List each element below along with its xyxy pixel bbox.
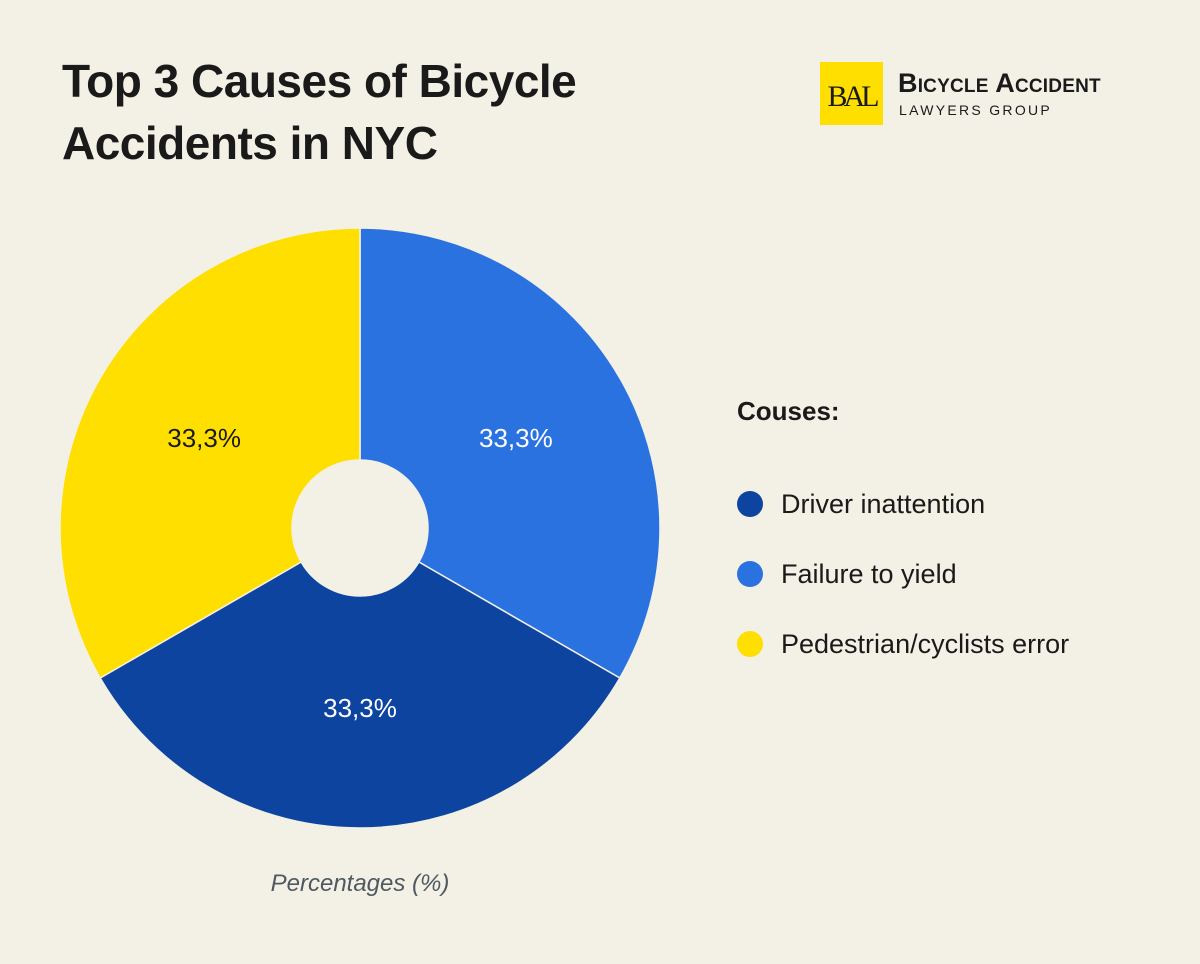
legend-item-failure-to-yield: Failure to yield bbox=[737, 557, 957, 591]
pie-data-label: 33,3% bbox=[323, 693, 397, 723]
legend-item-driver-inattention: Driver inattention bbox=[737, 487, 985, 521]
legend-swatch-icon bbox=[737, 491, 763, 517]
logo-mark: BAL bbox=[820, 62, 883, 125]
pie-chart-canvas: 33,3% 33,3% 33,3% bbox=[59, 227, 661, 829]
legend-swatch-icon bbox=[737, 631, 763, 657]
logo-name-line1: Bicycle Accident bbox=[898, 68, 1101, 98]
legend-label: Driver inattention bbox=[781, 488, 986, 519]
pie-slice-pedestrian-cyclists-error bbox=[59, 227, 361, 680]
page-title: Top 3 Causes of Bicycle Accidents in NYC bbox=[62, 55, 577, 169]
legend-item-pedestrian-cyclists-error: Pedestrian/cyclists error bbox=[737, 627, 1069, 661]
pie-slice-driver-inattention bbox=[99, 560, 621, 829]
axis-label: Percentages (%) bbox=[270, 870, 450, 897]
svg-text:BAL: BAL bbox=[828, 80, 879, 113]
legend-label: Failure to yield bbox=[781, 558, 957, 589]
logo-name-line2: LAWYERS GROUP bbox=[899, 102, 1053, 118]
legend-label: Pedestrian/cyclists error bbox=[781, 628, 1070, 659]
pie-chart: 33,3% 33,3% 33,3% bbox=[59, 227, 661, 829]
legend-title: Couses: bbox=[737, 396, 840, 426]
legend-swatch-icon bbox=[737, 561, 763, 587]
bal-monogram-icon: BAL bbox=[828, 80, 883, 113]
pie-data-label: 33,3% bbox=[479, 423, 553, 453]
pie-slice-failure-to-yield bbox=[359, 227, 661, 680]
pie-data-label: 33,3% bbox=[167, 423, 241, 453]
